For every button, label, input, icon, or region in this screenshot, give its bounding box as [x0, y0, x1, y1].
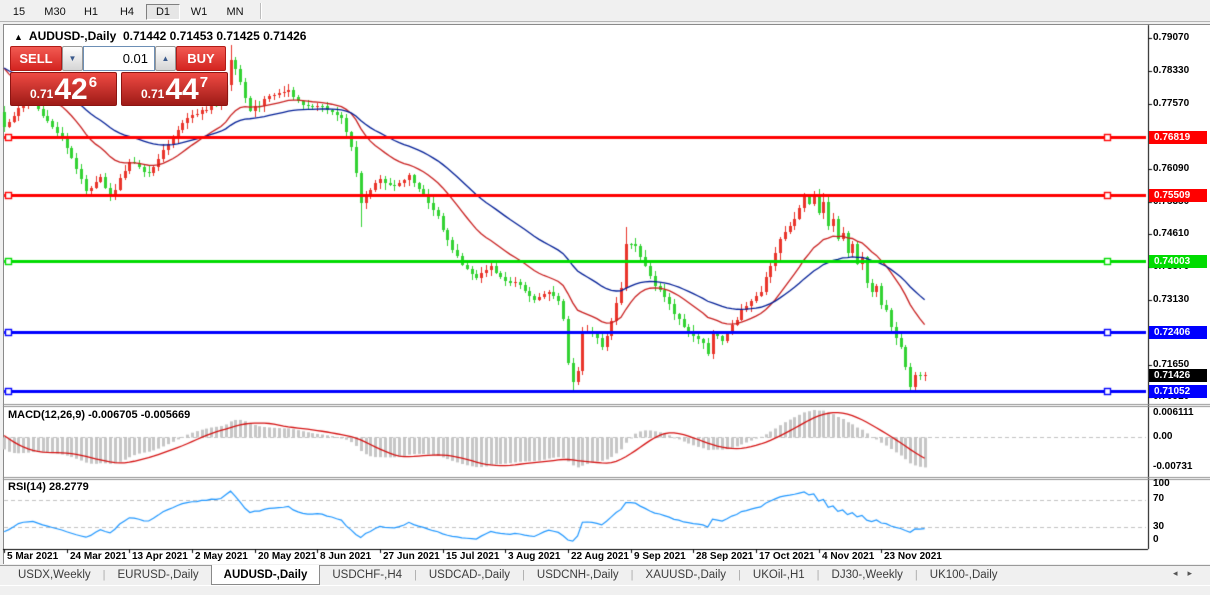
date-axis-label: 20 May 2021 — [258, 551, 317, 562]
date-axis-label: 17 Oct 2021 — [759, 551, 815, 562]
chart-tab-usdcnh-daily[interactable]: USDCNH-,Daily — [536, 569, 619, 581]
sell-price-display[interactable]: 0.71 42 6 — [10, 72, 117, 106]
chart-tab-xauusd-daily[interactable]: XAUUSD-,Daily — [645, 569, 727, 581]
date-axis-label: 5 Mar 2021 — [7, 551, 59, 562]
price-axis-tick-label: 0.77570 — [1153, 98, 1190, 110]
date-axis-label: 24 Mar 2021 — [70, 551, 127, 562]
date-axis-label: 22 Aug 2021 — [571, 551, 629, 562]
tab-scroll-right-icon[interactable]: ▸ — [1187, 568, 1202, 578]
sell-button[interactable]: SELL — [10, 46, 62, 71]
chart-tab-eurusd-daily[interactable]: EURUSD-,Daily — [117, 569, 199, 581]
tab-scroll-arrows: ◂▸ — [1173, 568, 1202, 579]
price-axis-tick-label: 0.71650 — [1153, 358, 1190, 370]
date-axis-label: 3 Aug 2021 — [508, 551, 561, 562]
macd-axis-label: 0.00 — [1153, 431, 1173, 442]
price-axis-tick-label: 0.74610 — [1153, 228, 1190, 240]
chart-header: ▲ AUDUSD-,Daily 0.71442 0.71453 0.71425 0… — [14, 29, 306, 43]
volume-increase-button[interactable]: ▲ — [155, 46, 176, 71]
macd-indicator-label: MACD(12,26,9) -0.006705 -0.005669 — [8, 409, 191, 421]
chart-tab-audusd-daily[interactable]: AUDUSD-,Daily — [210, 565, 321, 585]
chart-tab-usdx-weekly[interactable]: USDX,Weekly — [18, 569, 91, 581]
tab-separator: | — [914, 569, 918, 581]
buy-price-small: 0.71 — [140, 87, 165, 101]
chart-tab-dj30-weekly[interactable]: DJ30-,Weekly — [831, 569, 903, 581]
rsi-indicator-label: RSI(14) 28.2779 — [8, 481, 89, 493]
chart-tab-uk100-daily[interactable]: UK100-,Daily — [929, 569, 998, 581]
price-axis-tick-label: 0.79070 — [1153, 32, 1190, 43]
level-price-badge: 0.72406 — [1149, 326, 1207, 339]
tab-separator: | — [738, 569, 741, 581]
level-price-badge: 0.76819 — [1149, 131, 1207, 144]
chart-tab-ukoil-h1[interactable]: UKOil-,H1 — [752, 569, 805, 581]
level-price-badge: 0.71052 — [1149, 385, 1207, 398]
macd-axis-label: -0.00731 — [1153, 461, 1193, 472]
date-axis-label: 9 Sep 2021 — [634, 551, 686, 562]
date-axis-label: 13 Apr 2021 — [132, 551, 188, 562]
rsi-axis-label: 100 — [1153, 478, 1170, 489]
tab-separator: | — [816, 569, 820, 581]
price-axis-tick-label: 0.76090 — [1153, 163, 1190, 175]
macd-values: -0.006705 -0.005669 — [88, 409, 191, 421]
macd-axis-label: 0.006111 — [1153, 407, 1194, 418]
rsi-value: 28.2779 — [48, 481, 89, 493]
sell-price-big: 42 — [54, 73, 88, 106]
date-axis-label: 23 Nov 2021 — [884, 551, 942, 562]
collapse-panel-icon[interactable]: ▲ — [14, 32, 23, 42]
tab-scroll-left-icon[interactable]: ◂ — [1172, 568, 1188, 578]
date-axis-label: 8 Jun 2021 — [320, 551, 372, 562]
rsi-axis-label: 0 — [1153, 534, 1159, 545]
tab-separator: | — [414, 569, 417, 581]
chart-tab-bar: USDX,Weekly | EURUSD-,Daily AUDUSD-,Daily US… — [0, 565, 1210, 585]
price-axis-tick-label: 0.73130 — [1153, 293, 1190, 305]
chart-title: AUDUSD-,Daily — [28, 29, 117, 43]
date-axis-label: 15 Jul 2021 — [446, 551, 500, 562]
sell-price-sup: 6 — [88, 74, 98, 91]
tab-separator: | — [102, 569, 106, 581]
sell-price-small: 0.71 — [29, 87, 54, 101]
buy-price-display[interactable]: 0.71 44 7 — [121, 72, 228, 106]
date-axis-label: 27 Jun 2021 — [383, 551, 440, 562]
buy-button[interactable]: BUY — [176, 46, 226, 71]
volume-input[interactable] — [83, 46, 155, 71]
current-price-badge: 0.71426 — [1149, 369, 1207, 382]
date-axis-label: 28 Sep 2021 — [696, 551, 754, 562]
chart-tab-usdcad-daily[interactable]: USDCAD-,Daily — [428, 569, 511, 581]
level-price-badge: 0.74003 — [1149, 255, 1207, 268]
volume-decrease-button[interactable]: ▼ — [62, 46, 83, 71]
chart-tab-usdchf-h4[interactable]: USDCHF-,H4 — [332, 569, 403, 581]
rsi-axis-label: 70 — [1153, 493, 1165, 504]
buy-price-sup: 7 — [199, 74, 209, 91]
tab-separator: | — [522, 569, 525, 581]
date-axis-label: 4 Nov 2021 — [822, 551, 875, 562]
tab-separator: | — [630, 569, 634, 581]
date-axis-label: 2 May 2021 — [195, 551, 248, 562]
level-price-badge: 0.75509 — [1149, 189, 1207, 202]
price-axis-tick-label: 0.78330 — [1153, 64, 1190, 76]
buy-price-big: 44 — [165, 73, 199, 106]
one-click-trade-panel: SELL ▼ ▲ BUY 0.71 42 6 0.71 44 7 — [10, 46, 228, 106]
chart-ohlc-values: 0.71442 0.71453 0.71425 0.71426 — [122, 29, 307, 43]
rsi-axis-label: 30 — [1153, 521, 1165, 532]
